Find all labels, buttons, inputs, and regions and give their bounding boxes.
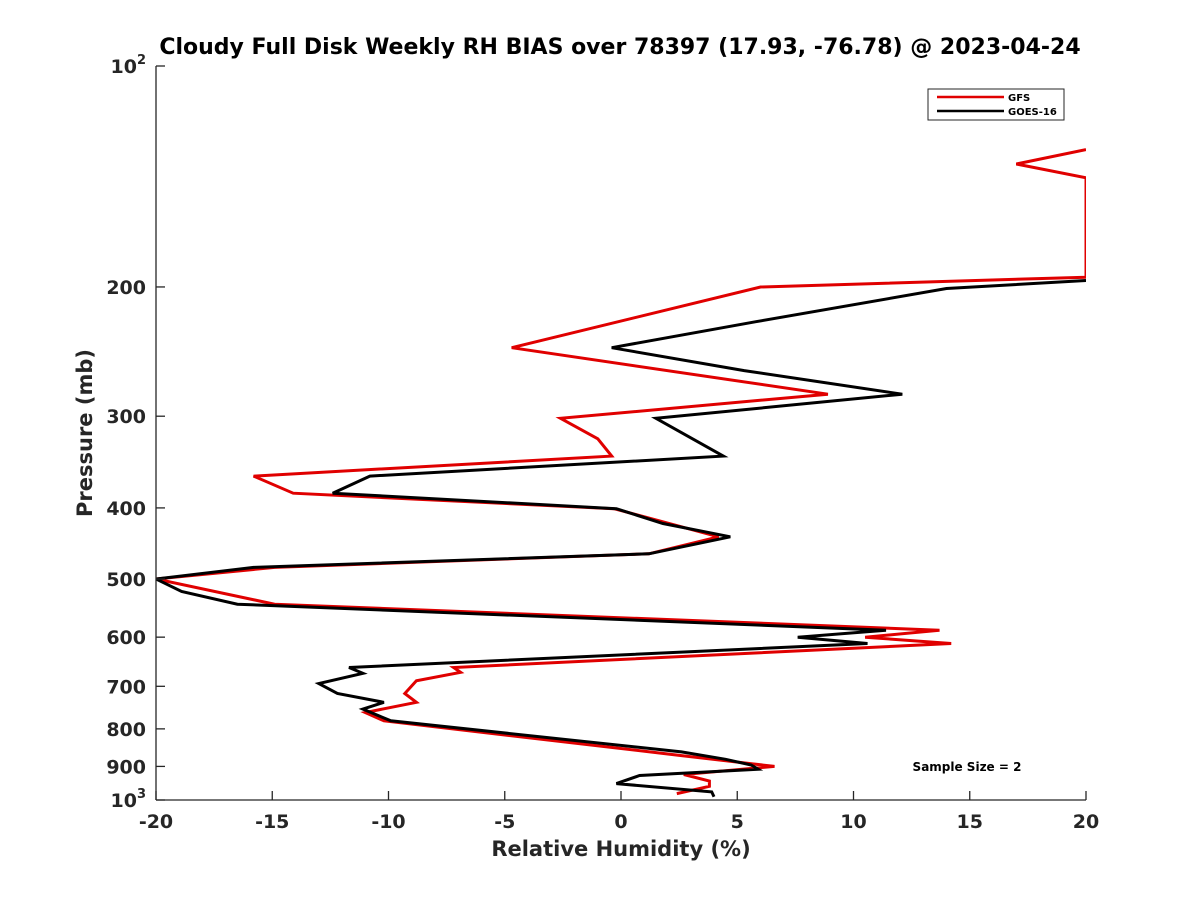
legend: GFS GOES-16 (927, 88, 1065, 121)
legend-label-gfs: GFS (1008, 93, 1030, 104)
y-axis-ticks: 102 200 300 400 500 600 700 800 900 103 (106, 53, 165, 812)
x-tick-label: 0 (614, 811, 627, 833)
legend-label-goes-16: GOES-16 (1008, 107, 1057, 118)
y-tick-label: 102 (111, 53, 147, 78)
legend-box (927, 88, 1065, 121)
x-tick-label: -10 (371, 811, 405, 833)
x-tick-label: 20 (1073, 811, 1099, 833)
y-tick-label: 400 (106, 498, 146, 520)
y-axis-label: Pressure (mb) (73, 349, 97, 517)
y-tick-label: 900 (106, 756, 146, 778)
series-line-goes-16 (156, 279, 1086, 798)
y-tick-label: 600 (106, 627, 146, 649)
chart-title: Cloudy Full Disk Weekly RH BIAS over 783… (159, 35, 1080, 60)
y-tick-label: 200 (106, 277, 146, 299)
x-tick-label: 15 (957, 811, 983, 833)
x-tick-label: -20 (139, 811, 173, 833)
sample-size-annotation: Sample Size = 2 (913, 760, 1022, 774)
y-tick-label: 300 (106, 406, 146, 428)
x-axis-ticks: -20 -15 -10 -5 0 5 10 15 20 (139, 791, 1099, 833)
x-tick-label: -5 (494, 811, 515, 833)
y-tick-label: 700 (106, 676, 146, 698)
series-layer (156, 148, 1086, 798)
x-tick-label: -15 (255, 811, 289, 833)
x-axis-label: Relative Humidity (%) (491, 837, 750, 861)
y-tick-label: 500 (106, 569, 146, 591)
x-tick-label: 5 (731, 811, 744, 833)
y-tick-label: 103 (111, 787, 147, 812)
series-line-gfs (156, 148, 1086, 796)
y-tick-label: 800 (106, 719, 146, 741)
x-tick-label: 10 (840, 811, 866, 833)
